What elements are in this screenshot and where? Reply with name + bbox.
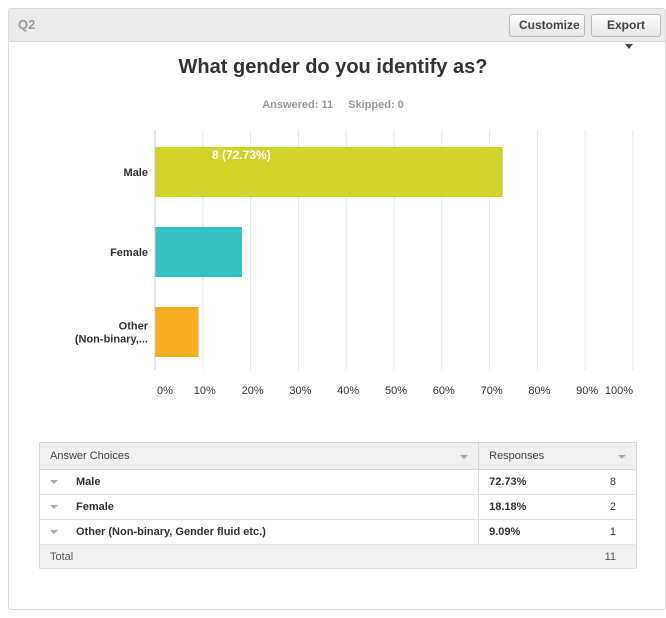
col-answer-choices-label: Answer Choices [50, 450, 130, 462]
choice-cell: Female [39, 494, 479, 520]
x-tick-label: 90% [576, 385, 598, 397]
bar-chart: 0% 10% 20% 30% 40% 50% 60% 70% 80% 90% 100% Male 8 (… [75, 130, 634, 397]
col-responses-label: Responses [489, 450, 545, 462]
category-label: Female [110, 247, 148, 259]
bar-0 [155, 147, 503, 197]
bar-1 [155, 227, 242, 277]
x-tick-label: 20% [242, 385, 264, 397]
bar-2 [155, 307, 199, 357]
answer-table: Answer Choices Responses Male 72.73% 8 F… [39, 442, 637, 569]
customize-button[interactable]: Customize [509, 14, 585, 37]
count-cell: 1 [550, 519, 637, 545]
chart-title: What gender do you identify as? [178, 56, 488, 78]
x-tick-label: 60% [433, 385, 455, 397]
table-row: Male 72.73% 8 [39, 469, 637, 495]
x-tick-label: 40% [337, 385, 359, 397]
answered-count: Answered: 11 [262, 99, 334, 111]
choice-label: Female [76, 501, 114, 513]
x-tick-label: 10% [194, 385, 216, 397]
question-number: Q2 [18, 17, 36, 32]
choice-label: Other (Non-binary, Gender fluid etc.) [76, 526, 266, 538]
chevron-down-icon [624, 44, 633, 50]
category-label: (Non-binary,... [75, 334, 148, 346]
percent-cell: 18.18% [478, 494, 551, 520]
table-row: Other (Non-binary, Gender fluid etc.) 9.… [39, 519, 637, 545]
percent-cell: 72.73% [478, 469, 551, 495]
export-button[interactable]: Export [591, 14, 661, 50]
response-stats: Answered: 11 Skipped: 0 [0, 99, 666, 111]
expand-arrow-icon[interactable] [50, 480, 58, 485]
expand-arrow-icon[interactable] [50, 505, 58, 510]
expand-arrow-icon[interactable] [50, 530, 58, 535]
data-label: 8 (72.73%) [212, 148, 271, 162]
count-cell: 2 [550, 494, 637, 520]
x-tick-label: 70% [481, 385, 503, 397]
x-tick-label: 50% [385, 385, 407, 397]
x-tick-label: 0% [157, 385, 173, 397]
choice-cell: Male [39, 469, 479, 495]
x-tick-label: 30% [289, 385, 311, 397]
col-answer-choices[interactable]: Answer Choices [39, 442, 479, 470]
x-tick-label: 100% [605, 385, 633, 397]
category-label: Male [124, 167, 148, 179]
choice-cell: Other (Non-binary, Gender fluid etc.) [39, 519, 479, 545]
total-label: Total [39, 544, 479, 569]
total-percent-cell [478, 544, 551, 569]
col-responses[interactable]: Responses [478, 442, 637, 470]
panel-header: Q2 Customize Export [9, 9, 665, 50]
export-label: Export [606, 18, 645, 32]
percent-cell: 9.09% [478, 519, 551, 545]
total-count: 11 [550, 544, 637, 569]
choice-label: Male [76, 476, 101, 488]
sort-arrow-icon [618, 455, 626, 459]
total-row: Total 11 [39, 544, 637, 569]
skipped-count: Skipped: 0 [348, 99, 404, 111]
table-header-row: Answer Choices Responses [39, 442, 637, 470]
category-label: Other [119, 321, 149, 333]
table-row: Female 18.18% 2 [39, 494, 637, 520]
sort-arrow-icon [460, 455, 469, 459]
x-tick-label: 80% [528, 385, 550, 397]
count-cell: 8 [550, 469, 637, 495]
